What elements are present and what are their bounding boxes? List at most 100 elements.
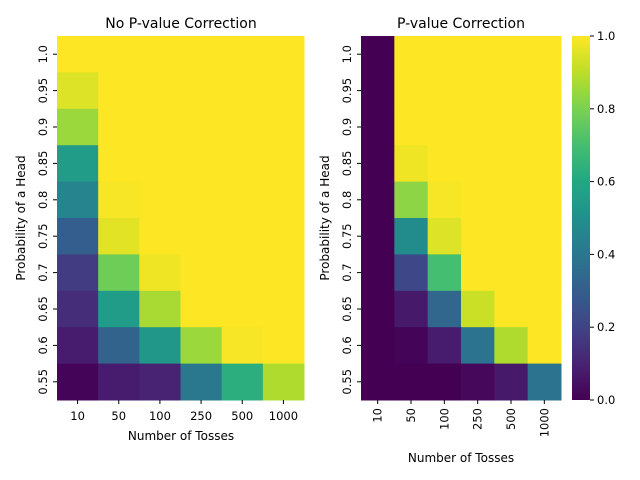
heatmap-cell	[221, 181, 264, 219]
x-tick-label: 10	[371, 408, 385, 423]
heatmap-cell	[361, 145, 395, 183]
y-tick-label: 0.55	[340, 369, 354, 395]
y-tick-labels: 1.0 0.95 0.9 0.85 0.8 0.75 0.7 0.65 0.6 0.55	[36, 45, 57, 395]
heatmap-cell	[461, 108, 495, 146]
heatmap-cell	[394, 254, 429, 292]
heatmap-cell	[57, 327, 99, 365]
heatmap-cell	[361, 363, 395, 401]
heatmap-cell	[139, 290, 181, 328]
heatmap-cell	[427, 218, 462, 255]
heatmap-cell	[494, 108, 529, 146]
heatmap-cell	[57, 254, 99, 292]
chart-title: P-value Correction	[397, 16, 525, 32]
heatmap-cell	[361, 254, 395, 292]
heatmap-cell	[461, 327, 495, 365]
heatmap-cell	[180, 36, 223, 73]
heatmap-cell	[461, 218, 495, 255]
x-tick-label: 250	[190, 409, 212, 423]
heatmap-cell	[262, 181, 305, 219]
heatmap-cell	[427, 108, 462, 146]
colorbar-tick-label: 0.0	[597, 393, 615, 407]
colorbar-tick-label: 1.0	[597, 29, 615, 43]
heatmap-cell	[527, 145, 562, 183]
heatmap-cell	[461, 254, 495, 292]
heatmap-cell	[57, 36, 99, 73]
heatmap-cell	[527, 181, 562, 219]
heatmap-cell	[98, 254, 140, 292]
heatmap-cell	[461, 145, 495, 183]
y-axis-label: Probability of a Head	[318, 155, 332, 280]
heatmap-cell	[139, 36, 181, 73]
y-tick-label: 0.75	[36, 223, 50, 249]
colorbar-tick-label: 0.6	[597, 175, 615, 189]
heatmap-cell	[57, 72, 99, 110]
heatmap-cell	[427, 327, 462, 365]
heatmap-cell	[427, 145, 462, 183]
heatmap-cell	[394, 290, 429, 328]
heatmap-cell	[461, 363, 495, 401]
y-tick-label: 0.85	[340, 151, 354, 177]
heatmap-cell	[98, 327, 140, 365]
heatmap-cell	[361, 218, 395, 255]
heatmap-cell	[262, 72, 305, 110]
heatmap-cell	[527, 363, 562, 401]
heatmap-cell	[427, 72, 462, 110]
x-tick-label: 1000	[537, 408, 551, 437]
heatmap-cell	[262, 145, 305, 183]
y-tick-label: 0.65	[36, 296, 50, 322]
heatmap-cell	[494, 363, 529, 401]
heatmap-cell	[262, 327, 305, 365]
y-tick-label: 0.85	[36, 151, 50, 177]
heatmap-cell	[361, 181, 395, 219]
heatmap-cell	[527, 327, 562, 365]
heatmap-cell	[57, 218, 99, 255]
heatmap-cell	[527, 72, 562, 110]
heatmap-cell	[361, 108, 395, 146]
heatmap-panel-with-correction: P-value Correction 10 50 100 250 500 1000 1.0…	[318, 16, 562, 465]
heatmap-cell	[98, 36, 140, 73]
heatmap-cell	[98, 145, 140, 183]
heatmap-cell	[427, 290, 462, 328]
heatmap-cell	[57, 108, 99, 146]
heatmap-cell	[394, 72, 429, 110]
heatmap-cell	[361, 72, 395, 110]
heatmap-cell	[221, 218, 264, 255]
heatmap-cell	[57, 181, 99, 219]
heatmap-cell	[394, 145, 429, 183]
y-tick-label: 0.95	[340, 78, 354, 104]
y-tick-labels: 1.0 0.95 0.9 0.85 0.8 0.75 0.7 0.65 0.6 0.55	[340, 45, 361, 395]
heatmap-cells	[57, 36, 305, 401]
heatmap-cell	[180, 254, 223, 292]
heatmap-cell	[98, 290, 140, 328]
x-tick-label: 500	[504, 408, 518, 430]
colorbar-tick-label: 0.4	[597, 247, 615, 261]
y-tick-label: 1.0	[340, 45, 354, 63]
y-tick-label: 0.65	[340, 296, 354, 322]
heatmap-cell	[180, 363, 223, 401]
heatmap-cell	[180, 290, 223, 328]
heatmap-cell	[139, 72, 181, 110]
heatmap-cell	[221, 72, 264, 110]
x-axis-label: Number of Tosses	[408, 451, 514, 465]
y-tick-label: 0.9	[340, 118, 354, 136]
heatmap-cell	[98, 108, 140, 146]
y-tick-label: 1.0	[36, 45, 50, 63]
x-tick-label: 100	[149, 409, 171, 423]
heatmap-cell	[494, 254, 529, 292]
heatmap-cell	[139, 181, 181, 219]
heatmap-cell	[221, 254, 264, 292]
heatmap-cell	[262, 290, 305, 328]
heatmap-cell	[262, 218, 305, 255]
heatmap-cell	[180, 72, 223, 110]
y-tick-label: 0.9	[36, 118, 50, 136]
colorbar-gradient	[572, 36, 590, 400]
heatmap-cell	[427, 254, 462, 292]
heatmap-cell	[180, 181, 223, 219]
heatmap-cell	[57, 290, 99, 328]
heatmap-cell	[494, 181, 529, 219]
heatmap-cell	[262, 36, 305, 73]
heatmap-cell	[139, 327, 181, 365]
heatmap-cell	[98, 363, 140, 401]
heatmap-cell	[221, 145, 264, 183]
